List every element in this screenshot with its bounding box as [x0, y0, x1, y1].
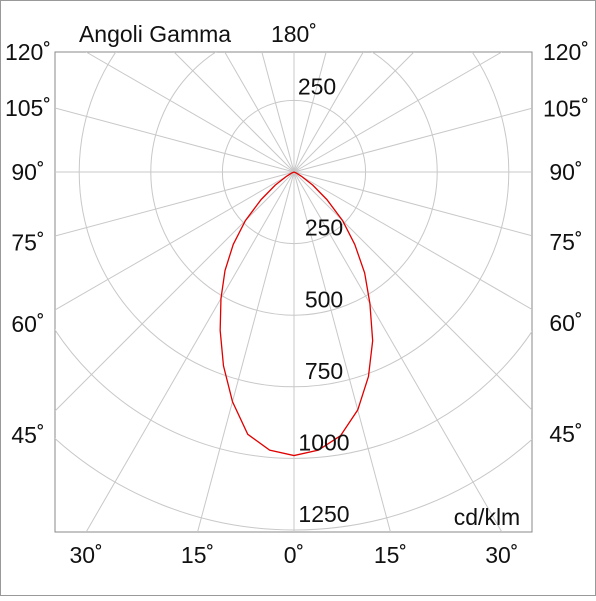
grid [55, 52, 532, 532]
ray [293, 52, 364, 173]
r-tick-label: 500 [305, 286, 343, 312]
angle-label: 75˚ [549, 229, 582, 255]
angle-label: 0˚ [284, 542, 304, 568]
ray [293, 107, 532, 173]
ray [293, 171, 532, 411]
ray [85, 171, 295, 532]
ray [293, 52, 503, 173]
ray [55, 171, 295, 311]
ray [293, 171, 503, 532]
intensity-curve [219, 171, 374, 457]
ray [85, 52, 295, 173]
ray [224, 52, 295, 173]
ray [293, 52, 327, 173]
angle-label: 60˚ [11, 311, 44, 337]
angle-label: 15˚ [374, 542, 407, 568]
chart-title: Angoli Gamma [79, 21, 231, 47]
ray [293, 171, 532, 310]
ray [55, 107, 295, 173]
angle-label: 120˚ [5, 39, 51, 65]
ray [55, 171, 295, 237]
angle-label: 180˚ [271, 21, 317, 47]
ray [173, 52, 295, 173]
angle-label: 30˚ [70, 542, 103, 568]
ray [261, 52, 295, 173]
angle-label: 60˚ [549, 310, 582, 336]
angle-label: 105˚ [5, 95, 51, 121]
ray [293, 171, 532, 237]
r-tick-label: 1000 [298, 429, 349, 455]
angle-label: 15˚ [181, 542, 214, 568]
curves [219, 171, 374, 457]
r-tick-label: 250 [305, 215, 343, 241]
r-tick-label: 1250 [298, 501, 349, 527]
unit-label: cd/klm [454, 504, 520, 530]
angle-label: 75˚ [11, 230, 44, 256]
r-tick-label: 750 [305, 358, 343, 384]
angle-label: 45˚ [11, 422, 44, 448]
ray [293, 171, 391, 532]
angle-label: 45˚ [549, 421, 582, 447]
ray [197, 171, 295, 532]
angle-label: 90˚ [549, 159, 582, 185]
ray [293, 52, 415, 173]
ray [55, 171, 295, 412]
angle-label: 120˚ [543, 39, 589, 65]
angle-label: 90˚ [11, 159, 44, 185]
r-tick-label: 250 [298, 73, 336, 99]
angle-label: 30˚ [485, 542, 518, 568]
angle-label: 105˚ [543, 95, 589, 121]
